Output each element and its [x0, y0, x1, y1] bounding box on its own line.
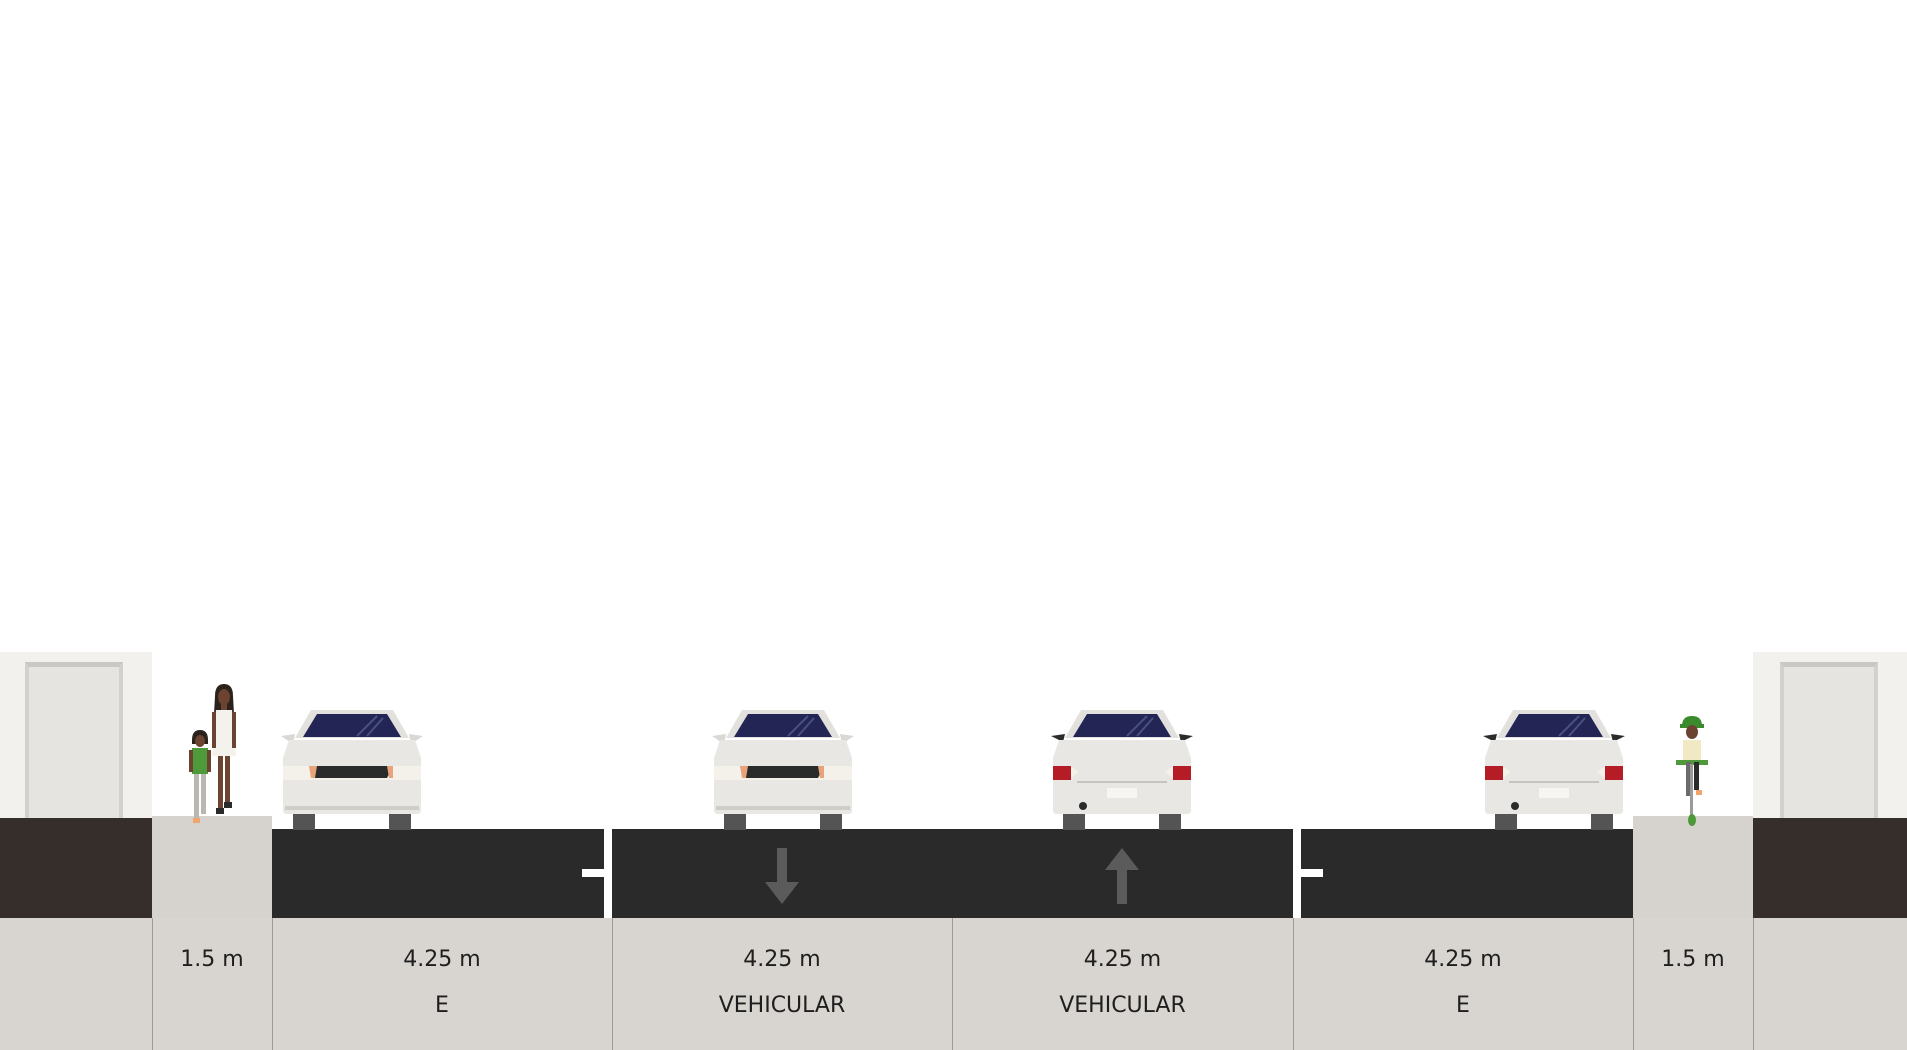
segment-divider: [1633, 918, 1634, 1050]
soil-right: [1753, 818, 1907, 918]
scooter-rider-icon: [1676, 716, 1708, 826]
segment-width-lane-2: 4.25 m: [743, 947, 821, 972]
segment-divider: [152, 918, 153, 1050]
segment-width-sidewalk-left: 1.5 m: [180, 947, 244, 972]
building-right-door: [1780, 662, 1878, 818]
segment-label-band: [0, 918, 1907, 1050]
segment-divider: [1753, 918, 1754, 1050]
segment-type-lane-4: E: [1456, 993, 1470, 1018]
building-left: [0, 652, 152, 818]
building-left-door: [25, 662, 123, 818]
pedestrian-child-icon: [189, 730, 211, 823]
lane-separator-right: [1293, 829, 1301, 918]
arrow-down-icon: [765, 848, 799, 904]
lane-marking-right: [1301, 869, 1323, 877]
building-right: [1753, 652, 1907, 818]
segment-divider: [952, 918, 953, 1050]
segment-divider: [272, 918, 273, 1050]
sidewalk-right: [1633, 816, 1753, 918]
car-front-lane-2: [712, 710, 854, 830]
soil-left: [0, 818, 152, 918]
segment-divider: [1293, 918, 1294, 1050]
lane-separator-left: [604, 829, 612, 918]
car-front-lane-1: [281, 710, 423, 830]
segment-type-lane-3: VEHICULAR: [1059, 993, 1186, 1018]
segment-width-lane-4: 4.25 m: [1424, 947, 1502, 972]
car-rear-lane-4: [1483, 710, 1625, 830]
car-rear-lane-3: [1051, 710, 1193, 830]
roadway: [272, 829, 1633, 918]
segment-type-lane-1: E: [435, 993, 449, 1018]
segment-width-lane-3: 4.25 m: [1083, 947, 1162, 972]
segment-divider: [612, 918, 613, 1050]
segment-width-lane-1: 4.25 m: [403, 947, 481, 972]
segment-width-sidewalk-right: 1.5 m: [1661, 947, 1725, 972]
segment-type-lane-2: VEHICULAR: [718, 993, 846, 1018]
arrow-up-icon: [1105, 848, 1139, 904]
lane-marking-left: [582, 869, 604, 877]
sidewalk-left: [152, 816, 272, 918]
pedestrian-adult-icon: [212, 684, 236, 814]
